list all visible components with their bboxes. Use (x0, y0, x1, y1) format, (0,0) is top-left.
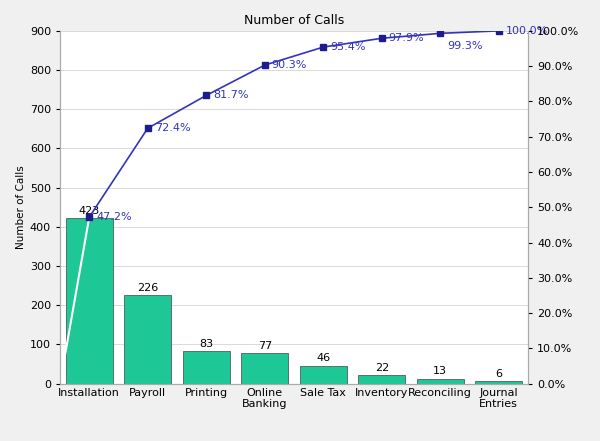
Bar (124, 295, 171, 384)
Text: 77: 77 (257, 341, 272, 351)
Text: 423: 423 (79, 206, 100, 216)
Text: 13: 13 (433, 366, 447, 376)
Text: 83: 83 (199, 339, 214, 349)
Text: 97.9%: 97.9% (389, 33, 424, 43)
Bar (183, 351, 230, 384)
Bar (300, 366, 347, 384)
Text: 100.0%: 100.0% (506, 26, 548, 36)
Y-axis label: Number of Calls: Number of Calls (16, 165, 26, 249)
Text: 95.4%: 95.4% (330, 42, 365, 52)
Bar (417, 378, 464, 384)
Text: 90.3%: 90.3% (272, 60, 307, 70)
Text: 6: 6 (495, 369, 502, 379)
Bar (475, 381, 522, 384)
Text: 22: 22 (374, 363, 389, 373)
Text: 99.3%: 99.3% (447, 41, 482, 51)
Text: 226: 226 (137, 283, 158, 293)
Text: 81.7%: 81.7% (213, 90, 248, 101)
Text: 72.4%: 72.4% (155, 123, 190, 133)
Bar (66, 218, 113, 384)
Bar (358, 375, 405, 384)
Text: 47.2%: 47.2% (96, 212, 132, 222)
Title: Number of Calls: Number of Calls (244, 14, 344, 27)
Bar (241, 354, 288, 384)
Text: 46: 46 (316, 353, 331, 363)
